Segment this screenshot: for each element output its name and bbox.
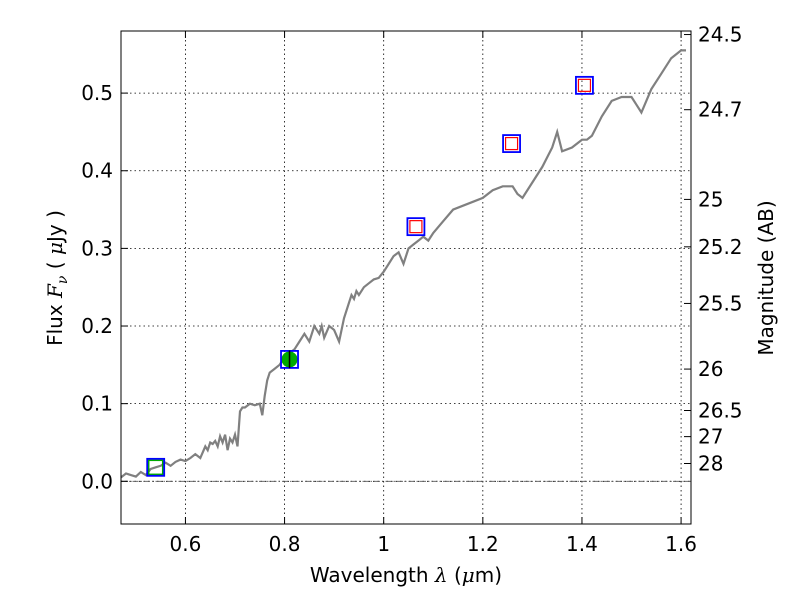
red-square-marker (577, 78, 592, 92)
red-square-marker (409, 220, 423, 234)
magnitude-tick-label: 24.7 (698, 98, 743, 122)
y-tick-label: 0.5 (81, 81, 113, 105)
y-tick-label: 0.1 (81, 392, 113, 416)
plot-frame (120, 30, 692, 525)
x-axis-title: Wavelength λ (μm) (310, 563, 502, 587)
y-tick-label: 0.0 (81, 469, 113, 493)
green-square-marker (147, 459, 164, 476)
x-tick-label: 1 (377, 532, 390, 556)
x-tick-label: 1.4 (566, 532, 598, 556)
magnitude-axis-title: Magnitude (AB) (754, 200, 778, 355)
blue-square-marker (146, 457, 166, 477)
model-sed-line (120, 49, 686, 479)
photometry-markers (146, 75, 594, 477)
x-tick-label: 0.6 (170, 532, 202, 556)
magnitude-tick-label: 25 (698, 187, 723, 211)
y-axis-title: Flux Fν ( μJy ) (43, 210, 71, 346)
y-tick-label: 0.4 (81, 159, 113, 183)
magnitude-tick-label: 25.5 (698, 291, 743, 315)
magnitude-tick-label: 26.5 (698, 398, 743, 422)
x-tick-label: 1.2 (467, 532, 499, 556)
magnitude-tick-label: 26 (698, 357, 723, 381)
magnitude-tick-label: 27 (698, 425, 723, 449)
red-square-marker (504, 136, 519, 151)
x-tick-label: 1.6 (665, 532, 697, 556)
magnitude-tick-label: 28 (698, 452, 723, 476)
x-tick-label: 0.8 (269, 532, 301, 556)
blue-square-marker (575, 75, 594, 95)
magnitude-tick-label: 24.5 (698, 23, 743, 47)
axis-ticks: 0.6 0.8 1 1.2 1.4 1.6 0.0 0.1 0.2 0.3 0.4 0.5 24.5 24… (81, 23, 742, 556)
blue-square-marker (406, 217, 426, 237)
y-tick-label: 0.3 (81, 236, 113, 260)
blue-square-marker (502, 134, 521, 153)
magnitude-tick-label: 25.2 (698, 235, 743, 259)
y-tick-label: 0.2 (81, 314, 113, 338)
